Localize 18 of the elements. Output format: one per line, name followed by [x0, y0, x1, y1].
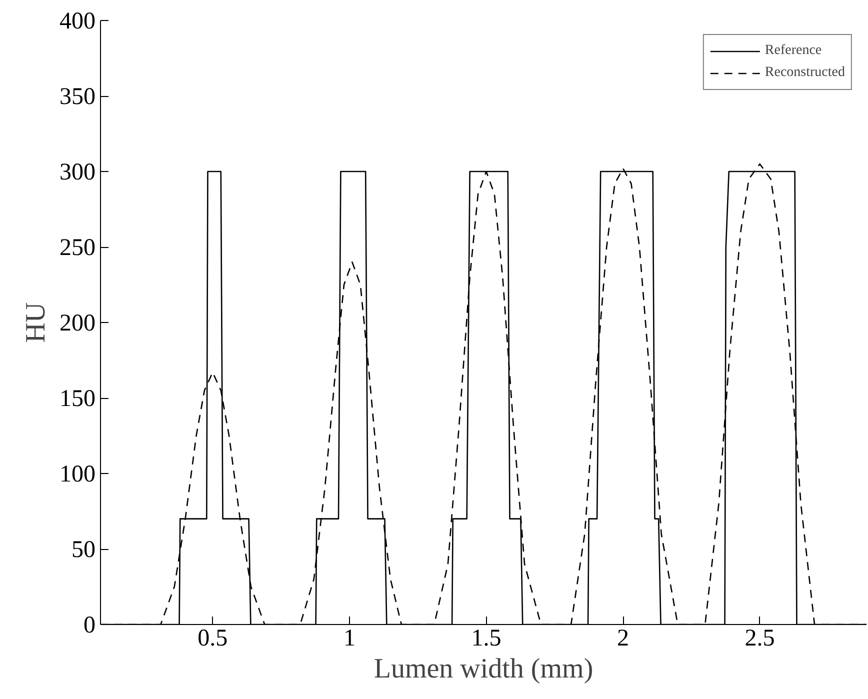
y-tick-label: 0: [84, 612, 96, 638]
y-tick-label: 150: [60, 386, 96, 412]
legend-label: Reference: [764, 43, 822, 59]
y-tick-label: 100: [60, 462, 96, 488]
y-tick-label: 50: [72, 537, 96, 563]
x-tick-label: 0.5: [198, 626, 228, 652]
y-tick-label: 350: [60, 84, 96, 110]
x-tick-label: 2.5: [744, 626, 775, 652]
y-axis-title: HU: [20, 302, 52, 343]
y-tick-label: 400: [60, 8, 96, 34]
y-tick-label: 200: [60, 310, 96, 336]
y-tick-label: 300: [60, 160, 96, 186]
x-tick-label: 1.5: [471, 626, 502, 652]
x-tick-label: 2: [617, 626, 630, 652]
x-tick-label: 1: [343, 626, 356, 652]
y-tick-label: 250: [60, 235, 96, 261]
x-axis-title: Lumen width (mm): [374, 654, 594, 684]
legend-label: Reconstructed: [764, 65, 845, 81]
